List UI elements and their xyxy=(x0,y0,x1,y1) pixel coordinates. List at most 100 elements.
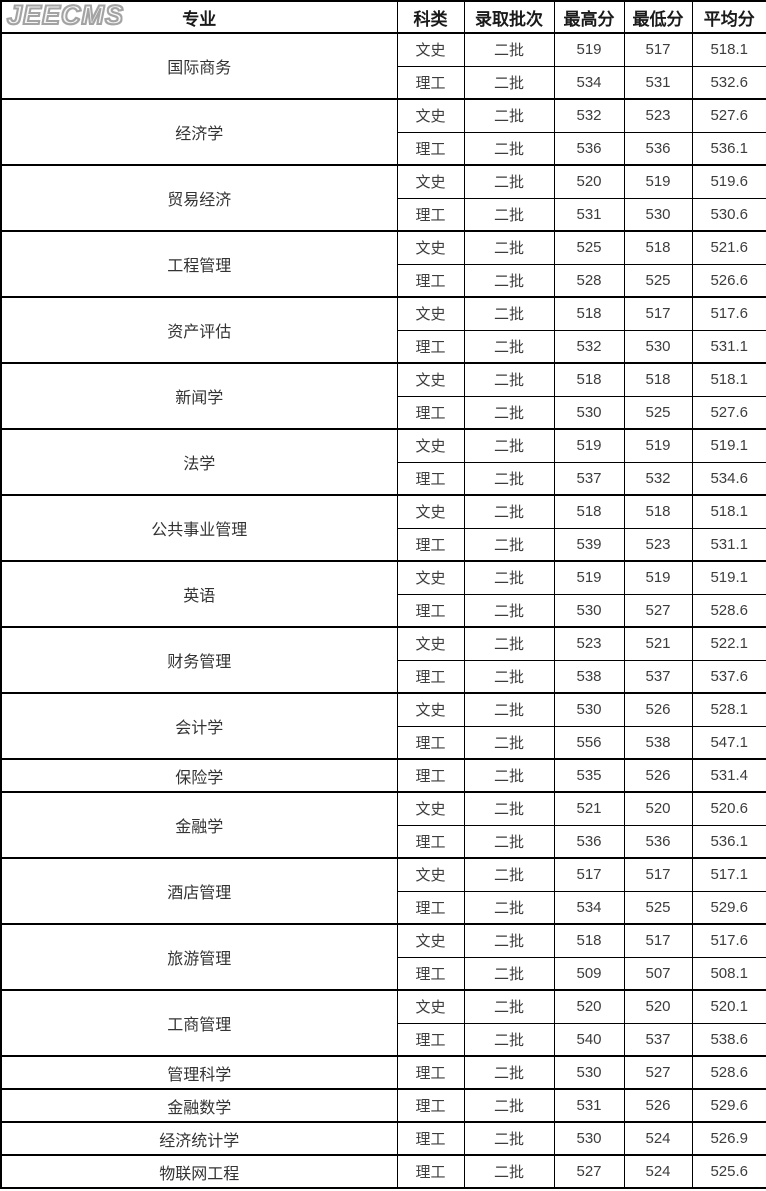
max-score-cell: 528 xyxy=(553,263,625,298)
avg-score-cell: 530.6 xyxy=(691,197,766,232)
subject-type-cell: 理工 xyxy=(396,1088,465,1123)
column-header-0: 专业 xyxy=(0,0,398,34)
min-score-cell: 526 xyxy=(623,758,693,793)
major-name-cell: 酒店管理 xyxy=(0,857,398,925)
table-row: 理工 二批 540 537 538.6 xyxy=(1,1022,766,1057)
batch-cell: 二批 xyxy=(463,395,555,430)
avg-score-cell: 526.6 xyxy=(691,263,766,298)
table-row: 贸易经济 文史 二批 520 519 519.6 xyxy=(0,164,766,232)
subject-type-cell: 文史 xyxy=(396,791,465,826)
subject-type-cell: 文史 xyxy=(396,32,465,67)
avg-score-cell: 527.6 xyxy=(691,98,766,133)
table-row: 理工 二批 509 507 508.1 xyxy=(1,956,766,991)
avg-score-cell: 536.1 xyxy=(691,824,766,859)
table-row: 金融学 文史 二批 521 520 520.6 xyxy=(0,791,766,859)
min-score-cell: 530 xyxy=(623,329,693,364)
min-score-cell: 517 xyxy=(623,857,693,892)
batch-cell: 二批 xyxy=(463,32,555,67)
max-score-cell: 530 xyxy=(553,1055,625,1090)
max-score-cell: 519 xyxy=(553,32,625,67)
column-header-3: 最高分 xyxy=(553,0,625,34)
batch-cell: 二批 xyxy=(463,1121,555,1156)
batch-cell: 二批 xyxy=(463,1022,555,1057)
subject-type-cell: 理工 xyxy=(396,263,465,298)
batch-cell: 二批 xyxy=(463,494,555,529)
table-row: 理工 二批 556 538 547.1 xyxy=(1,725,766,760)
avg-score-cell: 517.6 xyxy=(691,923,766,958)
avg-score-cell: 519.1 xyxy=(691,560,766,595)
major-name-cell: 公共事业管理 xyxy=(0,494,398,562)
major-name-cell: 金融学 xyxy=(0,791,398,859)
major-name-cell: 会计学 xyxy=(0,692,398,760)
column-header-1: 科类 xyxy=(396,0,465,34)
avg-score-cell: 528.1 xyxy=(691,692,766,727)
table-row: 新闻学 文史 二批 518 518 518.1 xyxy=(0,362,766,430)
avg-score-cell: 547.1 xyxy=(691,725,766,760)
table-row: 经济学 文史 二批 532 523 527.6 xyxy=(0,98,766,166)
min-score-cell: 520 xyxy=(623,989,693,1024)
subject-type-cell: 理工 xyxy=(396,527,465,562)
max-score-cell: 518 xyxy=(553,494,625,529)
table-row: 理工 二批 532 530 531.1 xyxy=(1,329,766,364)
subject-type-cell: 文史 xyxy=(396,494,465,529)
max-score-cell: 509 xyxy=(553,956,625,991)
min-score-cell: 530 xyxy=(623,197,693,232)
subject-type-cell: 理工 xyxy=(396,1154,465,1189)
table-row: 理工 二批 530 525 527.6 xyxy=(1,395,766,430)
subject-type-cell: 文史 xyxy=(396,362,465,397)
batch-cell: 二批 xyxy=(463,593,555,628)
max-score-cell: 539 xyxy=(553,527,625,562)
table-row: 国际商务 文史 二批 519 517 518.1 xyxy=(0,32,766,100)
table-row: 英语 文史 二批 519 519 519.1 xyxy=(0,560,766,628)
batch-cell: 二批 xyxy=(463,956,555,991)
avg-score-cell: 531.1 xyxy=(691,527,766,562)
subject-type-cell: 理工 xyxy=(396,593,465,628)
major-name-cell: 财务管理 xyxy=(0,626,398,694)
min-score-cell: 520 xyxy=(623,791,693,826)
max-score-cell: 518 xyxy=(553,362,625,397)
table-row: 理工 二批 536 536 536.1 xyxy=(1,131,766,166)
max-score-cell: 531 xyxy=(553,1088,625,1123)
subject-type-cell: 文史 xyxy=(396,626,465,661)
table-row: 工程管理 文史 二批 525 518 521.6 xyxy=(0,230,766,298)
subject-type-cell: 文史 xyxy=(396,692,465,727)
max-score-cell: 530 xyxy=(553,395,625,430)
avg-score-cell: 537.6 xyxy=(691,659,766,694)
batch-cell: 二批 xyxy=(463,65,555,100)
major-name-cell: 新闻学 xyxy=(0,362,398,430)
batch-cell: 二批 xyxy=(463,296,555,331)
table-header: 专业 科类 录取批次 最高分 最低分 平均分 xyxy=(0,0,766,34)
batch-cell: 二批 xyxy=(463,692,555,727)
max-score-cell: 525 xyxy=(553,230,625,265)
avg-score-cell: 519.6 xyxy=(691,164,766,199)
subject-type-cell: 理工 xyxy=(396,65,465,100)
avg-score-cell: 517.6 xyxy=(691,296,766,331)
min-score-cell: 517 xyxy=(623,32,693,67)
max-score-cell: 532 xyxy=(553,98,625,133)
min-score-cell: 537 xyxy=(623,659,693,694)
major-name-cell: 物联网工程 xyxy=(0,1154,398,1189)
subject-type-cell: 文史 xyxy=(396,296,465,331)
avg-score-cell: 538.6 xyxy=(691,1022,766,1057)
subject-type-cell: 理工 xyxy=(396,659,465,694)
min-score-cell: 519 xyxy=(623,560,693,595)
avg-score-cell: 520.6 xyxy=(691,791,766,826)
max-score-cell: 536 xyxy=(553,131,625,166)
major-name-cell: 经济统计学 xyxy=(0,1121,398,1156)
batch-cell: 二批 xyxy=(463,857,555,892)
avg-score-cell: 529.6 xyxy=(691,890,766,925)
major-name-cell: 经济学 xyxy=(0,98,398,166)
major-name-cell: 资产评估 xyxy=(0,296,398,364)
table-row: 公共事业管理 文史 二批 518 518 518.1 xyxy=(0,494,766,562)
table-row: 理工 二批 534 525 529.6 xyxy=(1,890,766,925)
max-score-cell: 518 xyxy=(553,296,625,331)
max-score-cell: 519 xyxy=(553,560,625,595)
column-header-4: 最低分 xyxy=(623,0,693,34)
major-name-cell: 金融数学 xyxy=(0,1088,398,1123)
batch-cell: 二批 xyxy=(463,659,555,694)
batch-cell: 二批 xyxy=(463,560,555,595)
avg-score-cell: 522.1 xyxy=(691,626,766,661)
major-name-cell: 管理科学 xyxy=(0,1055,398,1090)
batch-cell: 二批 xyxy=(463,890,555,925)
batch-cell: 二批 xyxy=(463,923,555,958)
